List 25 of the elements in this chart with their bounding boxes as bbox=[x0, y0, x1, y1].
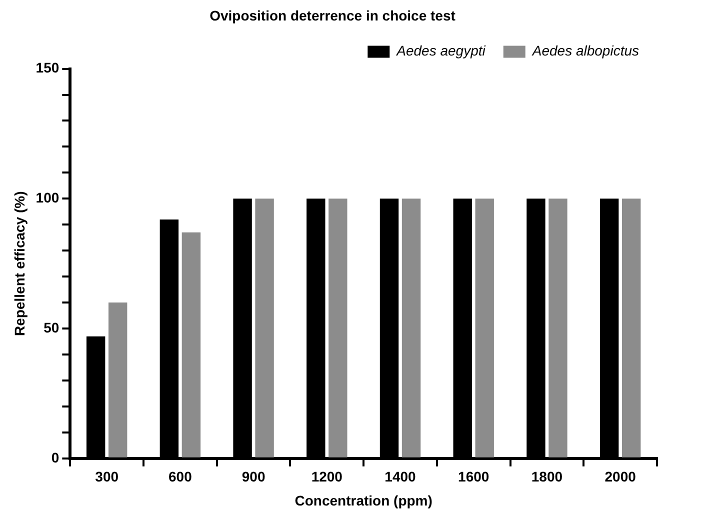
x-tick-label: 2000 bbox=[604, 468, 636, 485]
bar bbox=[108, 302, 128, 458]
y-tick-label: 150 bbox=[36, 60, 60, 76]
bar bbox=[402, 198, 421, 458]
x-axis-title: Concentration (ppm) bbox=[294, 492, 432, 508]
legend-label: Aedes aegypti bbox=[396, 42, 486, 59]
x-tick-label: 600 bbox=[168, 468, 192, 485]
x-tick-label: 1200 bbox=[311, 468, 343, 485]
bar bbox=[182, 232, 201, 458]
bar bbox=[475, 198, 494, 458]
x-tick-label: 1400 bbox=[384, 468, 416, 485]
y-axis-title: Repellent efficacy (%) bbox=[11, 191, 28, 336]
y-tick-label: 0 bbox=[51, 449, 60, 466]
legend-label: Aedes albopictus bbox=[531, 42, 640, 59]
bar bbox=[622, 198, 641, 458]
bar bbox=[548, 198, 568, 458]
chart-title: Oviposition deterrence in choice test bbox=[210, 7, 456, 24]
x-tick-label: 900 bbox=[242, 468, 266, 485]
x-tick-label: 1600 bbox=[458, 468, 490, 485]
bar bbox=[255, 198, 274, 458]
x-tick-label: 300 bbox=[95, 468, 119, 485]
x-tick-label: 1800 bbox=[531, 468, 563, 485]
bar bbox=[328, 198, 348, 458]
y-tick-label: 50 bbox=[44, 319, 60, 336]
y-tick-label: 100 bbox=[36, 190, 60, 206]
